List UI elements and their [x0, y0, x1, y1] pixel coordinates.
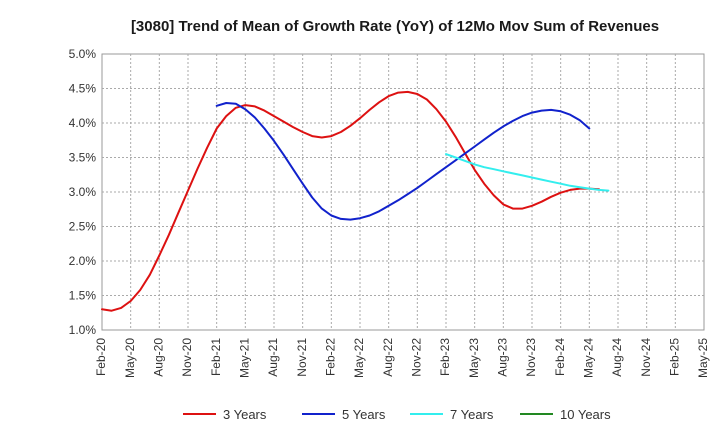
series-line-7-years — [445, 153, 610, 192]
legend-label-10-years: 10 Years — [560, 407, 611, 422]
x-tick-label: May-21 — [238, 338, 252, 378]
chart-title: [3080] Trend of Mean of Growth Rate (YoY… — [131, 18, 659, 35]
x-tick-label: Nov-22 — [410, 338, 424, 377]
x-tick-label: Feb-21 — [209, 338, 223, 376]
y-gridlines — [102, 88, 704, 296]
y-tick-label: 3.5% — [69, 151, 97, 165]
y-tick-label: 1.5% — [69, 289, 97, 303]
x-tick-label: May-23 — [467, 338, 481, 378]
x-tick-label: Nov-23 — [524, 338, 538, 377]
x-tick-label: Feb-22 — [324, 338, 338, 376]
legend: 3 Years 5 Years 7 Years 10 Years — [183, 407, 611, 422]
y-tick-label: 1.0% — [69, 323, 97, 337]
y-tick-label: 4.0% — [69, 116, 97, 130]
x-tick-label: May-20 — [123, 338, 137, 378]
x-tick-label: Nov-21 — [295, 338, 309, 377]
x-tick-label: Nov-20 — [180, 338, 194, 377]
x-tick-label: Feb-23 — [438, 338, 452, 376]
y-axis-ticks: 1.0% 1.5% 2.0% 2.5% 3.0% 3.5% 4.0% 4.5% 5.0% — [69, 47, 97, 337]
x-axis-ticks: Feb-20 May-20 Aug-20 Nov-20 Feb-21 May-21 Aug-… — [94, 338, 710, 378]
legend-label-7-years: 7 Years — [450, 407, 494, 422]
x-tick-label: Aug-21 — [266, 338, 280, 377]
x-tick-label: Nov-24 — [639, 338, 653, 377]
x-tick-label: Aug-23 — [496, 338, 510, 377]
legend-label-3-years: 3 Years — [223, 407, 267, 422]
series-lines — [101, 90, 610, 312]
y-tick-label: 2.5% — [69, 220, 97, 234]
series-line-5-years — [215, 102, 591, 221]
x-tick-label: Aug-24 — [610, 338, 624, 377]
x-tick-label: Feb-20 — [94, 338, 108, 376]
x-tick-label: Aug-20 — [152, 338, 166, 377]
x-tick-label: Aug-22 — [381, 338, 395, 377]
x-tick-label: May-24 — [582, 338, 596, 378]
legend-label-5-years: 5 Years — [342, 407, 386, 422]
y-tick-label: 5.0% — [69, 47, 97, 61]
x-tick-label: May-25 — [696, 338, 710, 378]
x-tick-label: May-22 — [352, 338, 366, 378]
y-tick-label: 4.5% — [69, 82, 97, 96]
x-tick-label: Feb-25 — [668, 338, 682, 376]
x-tick-label: Feb-24 — [553, 338, 567, 376]
y-tick-label: 3.0% — [69, 185, 97, 199]
series-line-3-years — [101, 90, 600, 312]
y-tick-label: 2.0% — [69, 254, 97, 268]
